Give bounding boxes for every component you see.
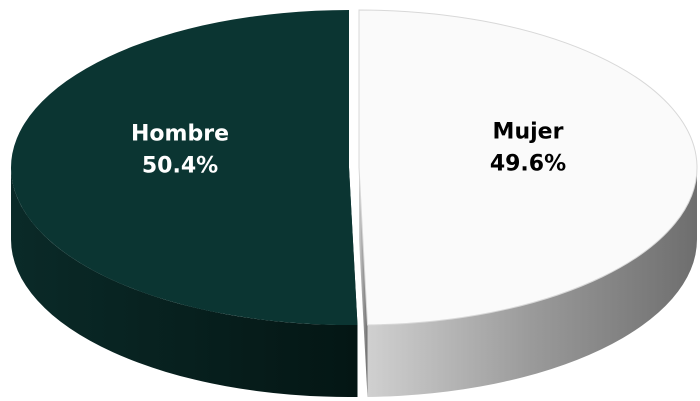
slice-side xyxy=(367,167,697,397)
slice-side xyxy=(11,167,358,397)
cut-face xyxy=(359,167,368,397)
pie: Hombre 50.4% Mujer 49.6% xyxy=(10,9,698,397)
value-label: 50.4% xyxy=(142,153,218,178)
labels: Hombre 50.4% Mujer 49.6% xyxy=(131,120,566,179)
category-label: Mujer xyxy=(493,120,564,145)
tops xyxy=(10,9,698,326)
slice-label: Hombre 50.4% xyxy=(131,121,229,178)
category-label: Hombre xyxy=(131,121,229,146)
slice xyxy=(10,10,358,326)
value-label: 49.6% xyxy=(490,152,566,177)
slice xyxy=(358,9,698,326)
slice-label: Mujer 49.6% xyxy=(490,120,566,177)
